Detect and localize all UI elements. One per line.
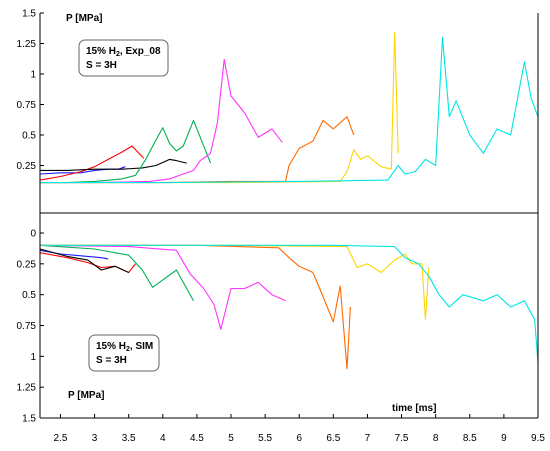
exp-series-line-1 (39, 145, 145, 181)
top-annotation-box (78, 39, 169, 77)
y-tick-label: 0.25 (17, 161, 37, 172)
x-tick-label: 4 (160, 433, 166, 444)
x-tick-label: 5 (228, 433, 234, 444)
x-axis-title: time [ms] (392, 403, 436, 414)
exp-series-line-7 (40, 36, 539, 184)
top-annotation: 15% H2, Exp_08 S = 3H (78, 39, 169, 77)
y-tick-label: 0.75 (17, 100, 37, 111)
sim-series-line-2 (39, 248, 129, 274)
x-tick-label: 3.5 (122, 433, 136, 444)
x-tick-label: 2.5 (54, 433, 68, 444)
x-tick-label: 7.5 (395, 433, 409, 444)
exp-series-line-2 (40, 158, 187, 171)
axes (39, 13, 539, 419)
top-series-group (39, 31, 539, 184)
exp-series-line-5 (40, 116, 355, 184)
x-tick-label: 6.5 (326, 433, 340, 444)
sim-series-line-6 (40, 244, 430, 320)
top-annotation-line2: S = 3H (86, 60, 117, 71)
y-tick-label: 1 (30, 70, 36, 81)
bottom-panel: P [MPa] 0 0.25 0.5 0.75 1 1.25 1.5 15% H2, SIM… (17, 229, 539, 425)
x-tick-label: 6 (296, 433, 302, 444)
y-tick-label: 1.5 (22, 9, 36, 20)
y-tick-label: 1.25 (17, 383, 37, 394)
exp-series-line-3 (40, 119, 212, 184)
x-tick-label: 8.5 (463, 433, 477, 444)
sim-series-line-5 (40, 244, 351, 370)
bottom-annotation: 15% H2, SIM S = 3H (88, 334, 160, 372)
bottom-annotation-line2: S = 3H (96, 355, 127, 366)
bottom-annotation-line1: 15% H2, SIM (96, 341, 153, 353)
exp-series-line-4 (40, 58, 283, 184)
y-tick-label: 0.25 (17, 259, 37, 270)
bottom-y-ticks: 0 0.25 0.5 0.75 1 1.25 1.5 (17, 229, 44, 425)
y-tick-label: 0 (30, 229, 36, 240)
x-axis-ticks: 2.5 3 3.5 4 4.5 5 5.5 6 6.5 7 7.5 8 8.5 9 9.5 (54, 414, 545, 444)
y-tick-label: 0.5 (22, 131, 36, 142)
bottom-y-axis-title: P [MPa] (68, 390, 105, 401)
bottom-series-group (39, 244, 539, 370)
x-tick-label: 9.5 (531, 433, 545, 444)
x-tick-label: 7 (365, 433, 371, 444)
top-annotation-line1: 15% H2, Exp_08 (86, 46, 161, 58)
x-tick-label: 4.5 (190, 433, 204, 444)
y-tick-label: 0.75 (17, 321, 37, 332)
y-tick-label: 1.5 (22, 414, 36, 425)
top-y-ticks: 0.25 0.5 0.75 1 1.25 1.5 (17, 9, 44, 172)
x-tick-label: 5.5 (258, 433, 272, 444)
top-y-axis-title: P [MPa] (66, 13, 103, 24)
y-tick-label: 0.5 (22, 290, 36, 301)
x-tick-label: 3 (92, 433, 98, 444)
x-tick-label: 8 (433, 433, 439, 444)
sim-series-line-3 (39, 244, 194, 302)
bottom-annotation-box (88, 334, 160, 372)
top-panel: P [MPa] 0.25 0.5 0.75 1 1.25 1.5 15% H2, Exp_… (17, 9, 539, 184)
y-tick-label: 1 (30, 352, 36, 363)
y-tick-label: 1.25 (17, 39, 37, 50)
sim-series-line-7 (40, 244, 539, 363)
x-tick-label: 9 (501, 433, 507, 444)
sim-series-line-4 (39, 244, 286, 330)
